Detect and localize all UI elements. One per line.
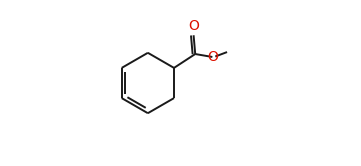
Text: O: O: [188, 19, 199, 33]
Text: O: O: [208, 50, 218, 64]
